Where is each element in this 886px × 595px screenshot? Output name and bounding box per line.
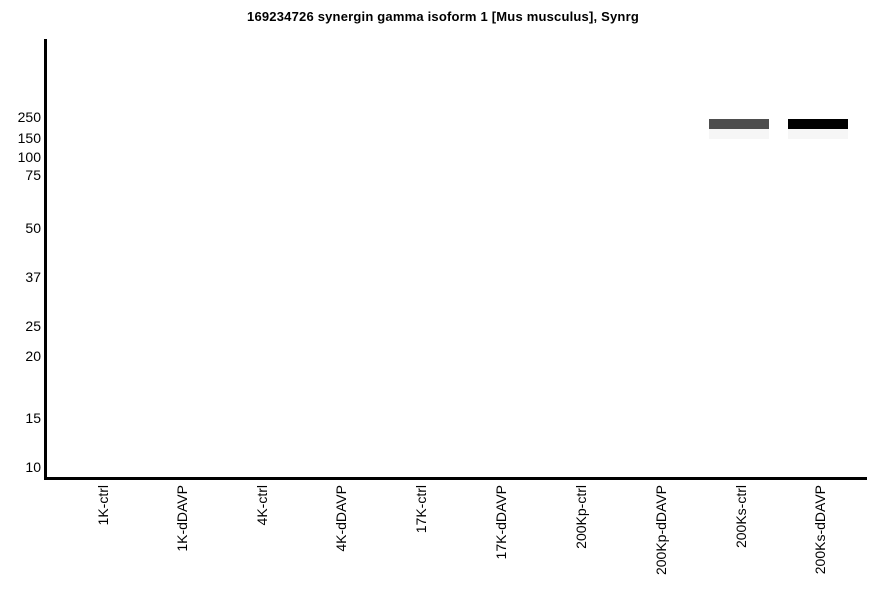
x-lane-label: 1K-ctrl <box>95 485 111 526</box>
gel-band-shadow <box>709 129 769 139</box>
gel-band-shadow <box>788 129 848 139</box>
chart-title: 169234726 synergin gamma isoform 1 [Mus … <box>247 9 639 24</box>
y-tick-label: 25 <box>25 318 41 334</box>
y-tick-label: 20 <box>25 348 41 364</box>
y-tick-label: 50 <box>25 220 41 236</box>
y-tick-label: 10 <box>25 459 41 475</box>
y-tick-label: 15 <box>25 410 41 426</box>
x-lane-label: 200Kp-ctrl <box>573 485 589 549</box>
y-tick-label: 250 <box>17 109 41 125</box>
x-axis-line <box>44 477 867 480</box>
x-lane-label: 17K-ctrl <box>413 485 429 534</box>
y-tick-label: 37 <box>25 269 41 285</box>
x-lane-label: 4K-ctrl <box>254 485 270 526</box>
x-lane-label: 200Ks-ctrl <box>733 485 749 549</box>
x-lane-label: 17K-dDAVP <box>493 485 509 560</box>
x-lane-label: 4K-dDAVP <box>333 485 349 552</box>
x-lane-label: 1K-dDAVP <box>174 485 190 552</box>
gel-band <box>709 119 769 129</box>
y-axis-line <box>44 39 47 480</box>
y-tick-label: 150 <box>17 130 41 146</box>
x-lane-label: 200Ks-dDAVP <box>812 485 828 575</box>
x-lane-label: 200Kp-dDAVP <box>653 485 669 576</box>
y-tick-label: 75 <box>25 167 41 183</box>
gel-band <box>788 119 848 129</box>
y-tick-label: 100 <box>17 149 41 165</box>
